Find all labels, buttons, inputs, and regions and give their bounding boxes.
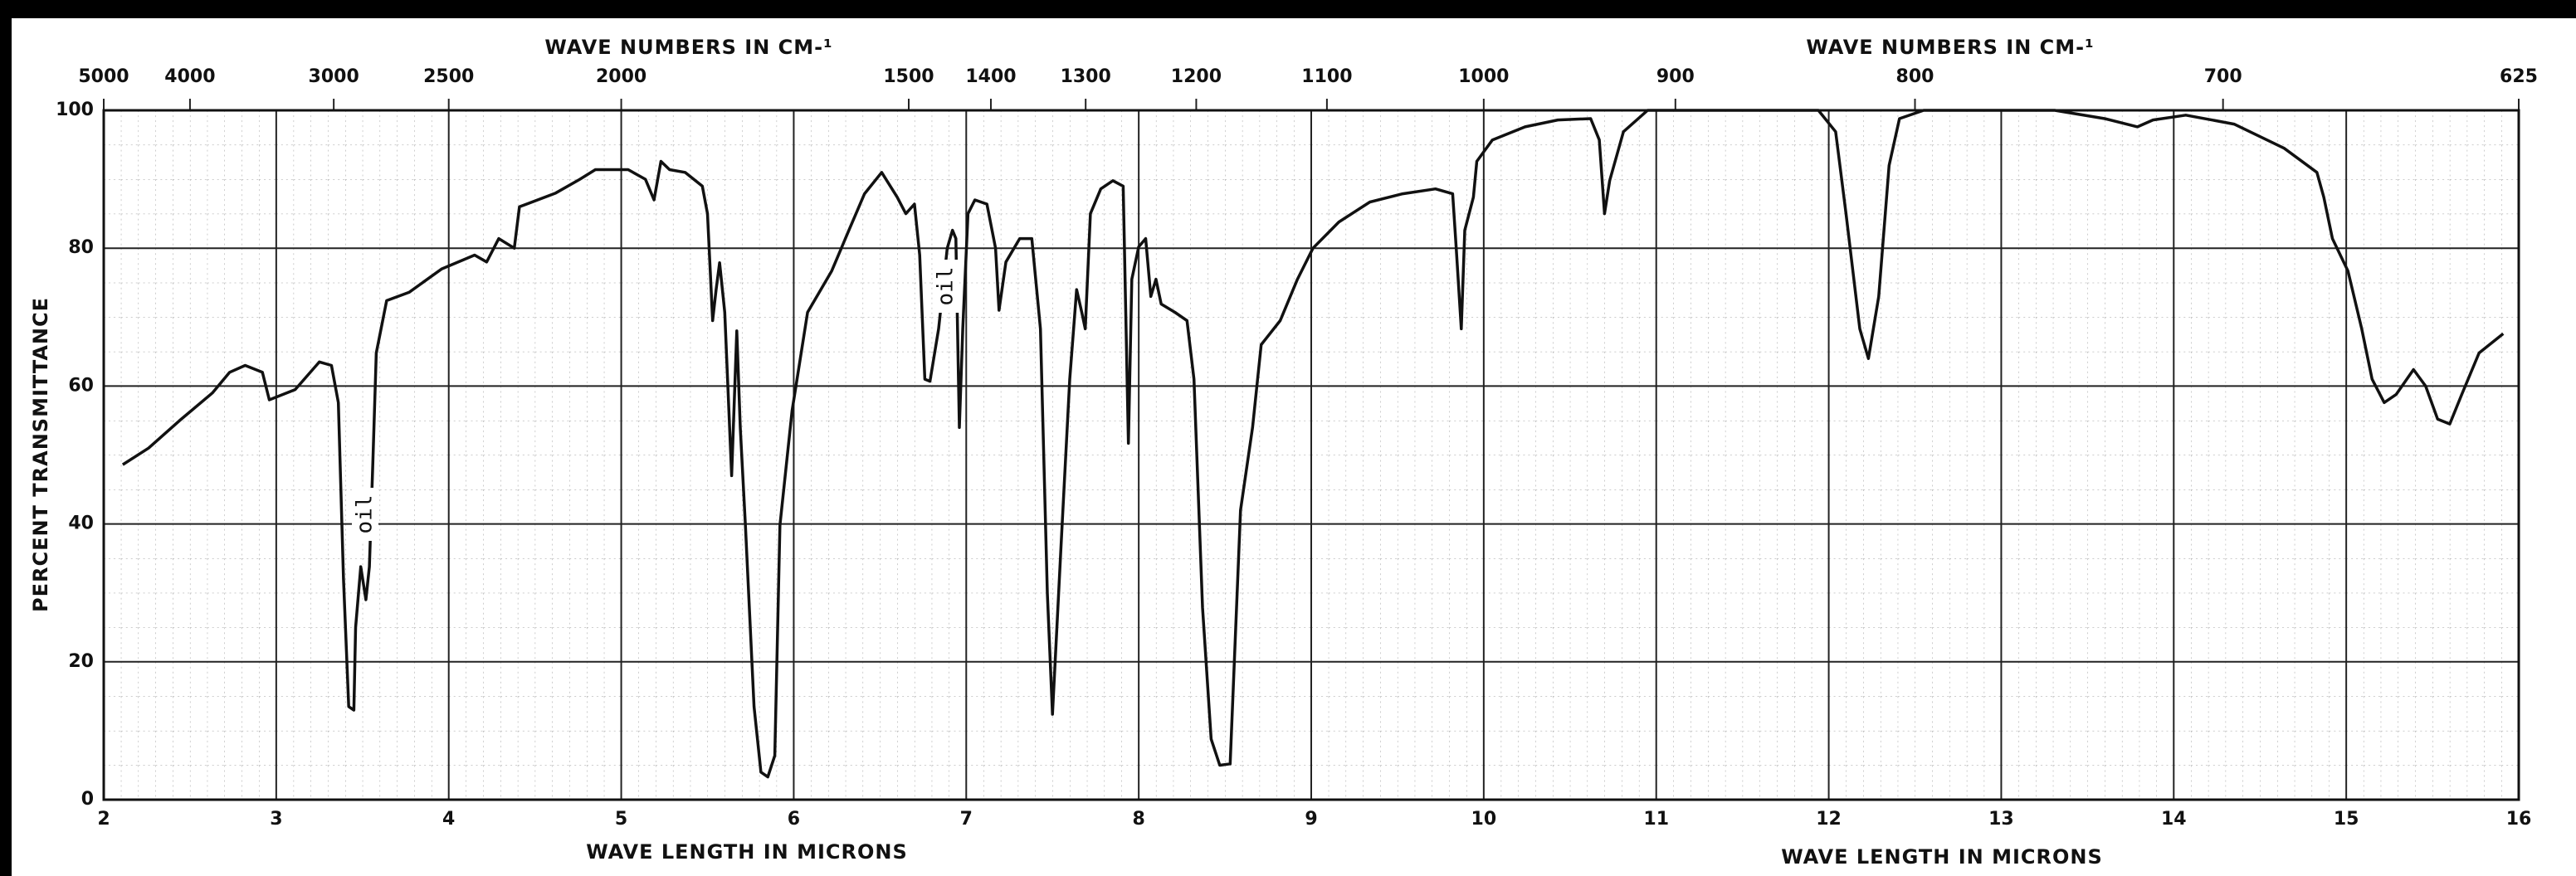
- x2-tick-label: 5000: [78, 66, 129, 87]
- x2-tick-label: 800: [1896, 66, 1934, 87]
- x-tick-label: 7: [960, 809, 973, 830]
- y-axis-title: PERCENT TRANSMITTANCE: [29, 297, 52, 612]
- x2-tick-label: 625: [2500, 66, 2538, 87]
- x-tick-label: 9: [1305, 809, 1317, 830]
- annotation-bg: [933, 260, 959, 313]
- x2-tick-label: 1300: [1061, 66, 1111, 87]
- spectrum-line: [121, 109, 2505, 779]
- x2-tick-label: 1500: [883, 66, 934, 87]
- x2-tick-label: 1000: [1458, 66, 1509, 87]
- y-tick-label: 20: [68, 651, 94, 672]
- x-tick-label: 14: [2161, 809, 2187, 830]
- x2-axis-title: WAVE NUMBERS IN CM-¹: [1806, 36, 2094, 59]
- annotation: oil: [934, 267, 959, 306]
- x-tick-label: 13: [1988, 809, 2014, 830]
- x2-tick-label: 1200: [1171, 66, 1222, 87]
- x-tick-label: 2: [97, 809, 110, 830]
- x-tick-label: 10: [1471, 809, 1497, 830]
- plot-frame: [102, 109, 2520, 801]
- x2-tick-label: 2000: [596, 66, 646, 87]
- scan-edge: [0, 0, 12, 876]
- x-tick-label: 6: [788, 809, 800, 830]
- x2-tick-label: 2500: [423, 66, 474, 87]
- x2-tick-label: 1100: [1301, 66, 1352, 87]
- x-tick-label: 16: [2506, 809, 2532, 830]
- scan-edge: [0, 0, 2576, 18]
- y-tick-label: 0: [81, 789, 94, 810]
- x2-tick-label: 900: [1656, 66, 1695, 87]
- x-tick-label: 15: [2334, 809, 2359, 830]
- y-tick-label: 100: [56, 100, 94, 120]
- x-axis-title: WAVE LENGTH IN MICRONS: [1781, 845, 2103, 869]
- x-tick-label: 3: [270, 809, 282, 830]
- x2-axis-title: WAVE NUMBERS IN CM-¹: [544, 36, 832, 59]
- x-tick-label: 12: [1816, 809, 1842, 830]
- x-tick-label: 11: [1643, 809, 1669, 830]
- x-axis-title: WAVE LENGTH IN MICRONS: [586, 840, 908, 864]
- annotation-bg: [352, 488, 378, 541]
- y-tick-label: 80: [68, 237, 94, 258]
- x-tick-label: 4: [442, 809, 455, 830]
- x-tick-label: 8: [1132, 809, 1144, 830]
- x2-tick-label: 3000: [309, 66, 359, 87]
- x2-tick-label: 4000: [164, 66, 215, 87]
- y-tick-label: 60: [68, 375, 94, 396]
- x-tick-label: 5: [615, 809, 627, 830]
- annotation: oil: [353, 495, 378, 534]
- x2-tick-label: 1400: [965, 66, 1016, 87]
- x2-tick-label: 700: [2204, 66, 2242, 87]
- y-tick-label: 40: [68, 513, 94, 534]
